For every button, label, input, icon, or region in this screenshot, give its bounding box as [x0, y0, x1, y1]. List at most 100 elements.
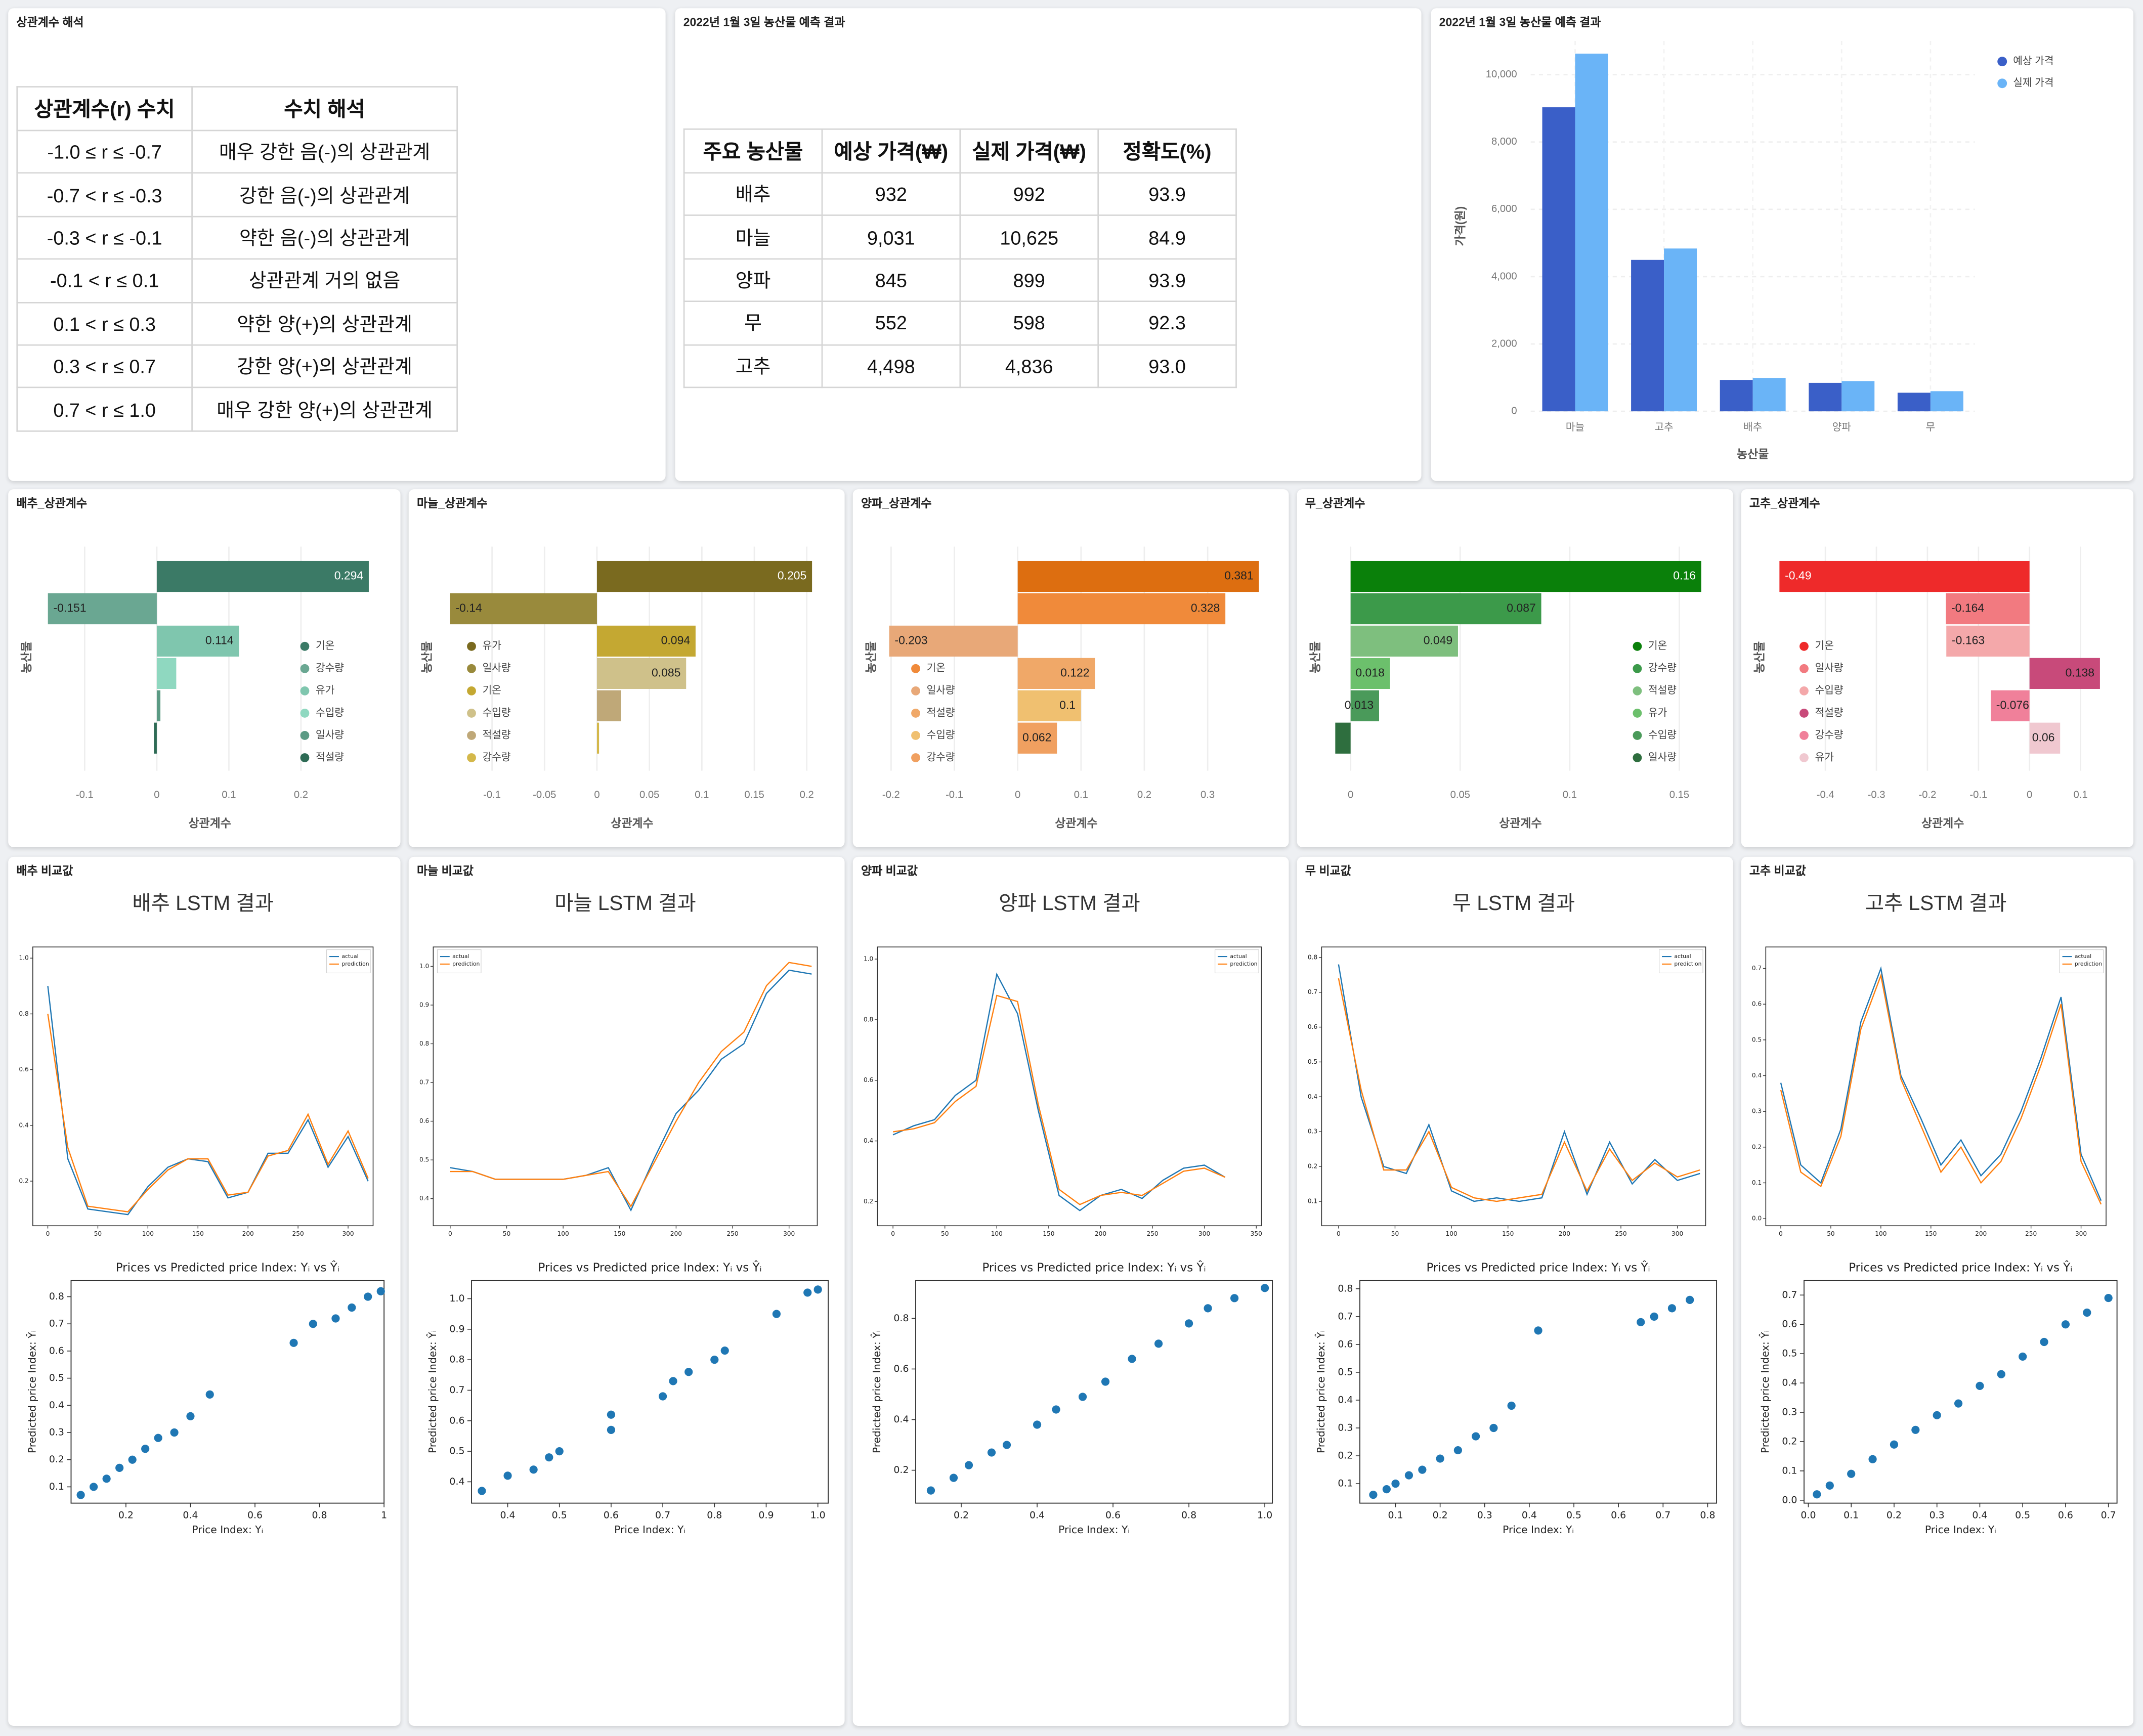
x-tick-label: 150 [614, 1230, 625, 1237]
bar [156, 658, 177, 689]
y-tick-label: 0.8 [864, 1016, 873, 1023]
y-tick-label: 2,000 [1491, 338, 1517, 349]
x-tick-label: -0.1 [483, 790, 501, 801]
y-tick-label: 0.4 [19, 1121, 29, 1129]
x-tick-label: 300 [2075, 1230, 2087, 1237]
y-tick-label: 0.5 [1308, 1058, 1317, 1065]
legend-marker [1633, 686, 1642, 696]
bar [156, 560, 369, 592]
bar [1779, 560, 2030, 592]
legend-marker [1633, 731, 1642, 740]
x-tick-label: 0.3 [1930, 1509, 1945, 1521]
legend-marker [1633, 753, 1642, 762]
header-row: 주요 농산물 예상 가격(₩) 실제 가격(₩) 정확도(%) [683, 128, 1237, 174]
y-tick-label: 0.5 [1752, 1036, 1762, 1043]
legend-marker [1997, 57, 2007, 67]
bar [1897, 393, 1931, 412]
legend-label: actual [452, 953, 469, 960]
table-host: 상관계수(r) 수치 수치 해석 -1.0 ≤ r ≤ -0.7 매우 강한 음(-)… [16, 86, 458, 431]
scatter-point [1637, 1318, 1645, 1326]
x-tick-label: 250 [1615, 1230, 1626, 1237]
table-cell: 강한 음(-)의 상관관계 [191, 172, 458, 217]
chart: -0.1 0 0.1 0.2 0.294 기온 -0.151 강수량 0.114 유가수입량일사량… [20, 546, 369, 830]
x-axis-label: Price Index: Yᵢ [192, 1524, 263, 1536]
legend-label: 유가 [1815, 751, 1834, 763]
y-axis-label: Predicted price Index: Ŷᵢ [1315, 1330, 1327, 1453]
legend-marker [300, 686, 310, 696]
y-axis-label: Predicted price Index: Ŷᵢ [1759, 1330, 1771, 1453]
bar [1930, 391, 1963, 412]
panel-title: 배추 비교값 [16, 863, 73, 878]
header-cell: 실제 가격(₩) [959, 128, 1099, 174]
header-cell: 상관계수(r) 수치 [16, 86, 193, 132]
legend-marker [467, 686, 476, 696]
table-cell: 약한 음(-)의 상관관계 [191, 215, 458, 260]
legend-box [2059, 949, 2104, 974]
value-label: 0.114 [205, 634, 234, 647]
x-tick-label: 300 [1671, 1230, 1683, 1237]
table-row: 고추 4,498 4,836 93.0 [683, 343, 1237, 388]
panel: 마늘_상관계수 -0.1 -0.05 0 0.05 0.1 0.15 0.2 0.205 유가 -0… [408, 489, 845, 847]
y-tick-label: 0.0 [1782, 1494, 1797, 1505]
panel-title: 마늘_상관계수 [416, 496, 488, 510]
scatter-point [1436, 1454, 1444, 1463]
plot-frame [877, 946, 1262, 1227]
table-row: 마늘 9,031 10,625 84.9 [683, 215, 1237, 259]
legend-marker [1997, 78, 2007, 89]
scatter-point [141, 1445, 150, 1453]
legend-label: 수입량 [1815, 684, 1844, 696]
scatter-point [186, 1412, 195, 1420]
scatter-point [364, 1292, 372, 1301]
legend-box [1659, 949, 1703, 974]
x-tick-label: 200 [670, 1230, 682, 1237]
x-tick-label: 50 [1827, 1230, 1834, 1237]
value-label: 0.062 [1022, 730, 1051, 744]
bar [1017, 593, 1226, 625]
panel-title: 배추_상관계수 [16, 496, 87, 510]
table-row: -0.7 < r ≤ -0.3 강한 음(-)의 상관관계 [16, 172, 458, 217]
scatter-point [503, 1471, 512, 1480]
table-row: -0.1 < r ≤ 0.1 상관관계 거의 없음 [16, 258, 458, 303]
y-tick-label: 0.2 [1308, 1163, 1317, 1170]
x-tick-label: 0.1 [1074, 790, 1088, 801]
y-tick-label: 0.7 [1308, 988, 1317, 995]
y-axis-label: 농산물 [865, 641, 878, 673]
bar [1946, 625, 2030, 657]
chart: -0.1 -0.05 0 0.05 0.1 0.15 0.2 0.205 유가 -0.14 일사량 0… [420, 546, 814, 830]
x-tick-label: 0.6 [1105, 1509, 1121, 1521]
scatter-point [1369, 1491, 1378, 1499]
table-cell: 93.9 [1097, 257, 1237, 302]
scatter-point [684, 1368, 693, 1376]
legend-marker [1799, 686, 1809, 696]
scatter-point [1204, 1304, 1212, 1313]
table-row: 양파 845 899 93.9 [683, 257, 1237, 302]
x-tick-label: 300 [342, 1230, 354, 1237]
legend-marker [300, 641, 310, 651]
line-series [450, 969, 812, 1212]
legend-marker [300, 753, 310, 762]
panel: 상관계수 해석 상관계수(r) 수치 수치 해석 -1.0 ≤ r ≤ -0.7 매우… [8, 8, 666, 481]
panel: 양파_상관계수-0.2-0.100.10.20.30.381유가0.328기온-… [852, 489, 1289, 847]
x-tick-label: 0 [46, 1230, 50, 1237]
panel: 배추 비교값 배추 LSTM 결과 0 50 100 150 200 250 300 0.2 0.4… [8, 856, 401, 1726]
y-axis-label: 가격(원) [1453, 206, 1467, 246]
y-tick-label: 0.2 [1752, 1143, 1762, 1150]
bar [48, 593, 157, 625]
x-tick-label: 0 [1015, 790, 1020, 801]
value-label: 0.138 [2066, 666, 2094, 679]
chart: 배추 LSTM 결과 0 50 100 150 200 250 300 0.2 0.4 0.6 0.8… [19, 891, 387, 1536]
panel: 2022년 1월 3일 농산물 예측 결과 주요 농산물 예상 가격(₩) 실제 가… [675, 8, 1422, 481]
scatter-point [331, 1314, 340, 1323]
scatter-point [1230, 1294, 1239, 1303]
bar [154, 722, 157, 754]
x-tick-label: 0 [1337, 1230, 1341, 1237]
scatter-point [555, 1447, 564, 1456]
y-tick-label: 10,000 [1486, 69, 1517, 80]
bar [1720, 380, 1753, 412]
scatter-point [1933, 1411, 1941, 1419]
y-tick-label: 0.5 [1782, 1348, 1797, 1359]
y-axis-label: 농산물 [420, 641, 434, 673]
y-tick-label: 0.3 [1782, 1407, 1797, 1418]
bar [1575, 54, 1608, 412]
value-label: 0.16 [1673, 569, 1696, 582]
